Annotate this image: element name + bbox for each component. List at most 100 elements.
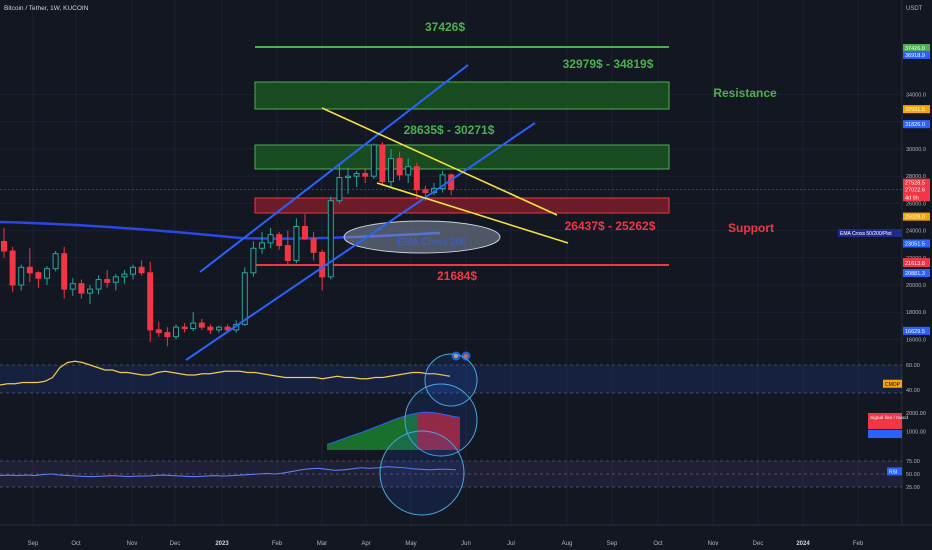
support-zone[interactable] xyxy=(254,197,670,214)
time-axis-label: Oct xyxy=(71,541,81,547)
candle-body xyxy=(345,175,351,179)
resistance-zone-mid[interactable] xyxy=(254,144,670,170)
candle[interactable] xyxy=(87,285,93,305)
candle-body xyxy=(35,272,42,279)
candle[interactable] xyxy=(104,270,111,288)
channel-upper-line[interactable] xyxy=(199,64,469,273)
candle[interactable] xyxy=(95,275,102,295)
candle[interactable] xyxy=(439,170,446,193)
candle[interactable] xyxy=(405,158,412,183)
macd-tick-label: 2000.00 xyxy=(906,411,926,417)
candle[interactable] xyxy=(336,165,343,204)
candle-body xyxy=(310,238,317,253)
candle[interactable] xyxy=(18,264,25,291)
candle[interactable] xyxy=(250,241,257,277)
candle-body xyxy=(327,200,334,278)
macd-tag-macd-bg xyxy=(868,421,902,429)
macd-histogram-bear xyxy=(418,412,460,450)
candle[interactable] xyxy=(147,261,154,343)
candle[interactable] xyxy=(310,231,317,261)
channel-lower-line[interactable] xyxy=(185,122,536,361)
price-tag: 16629.5 xyxy=(903,326,930,335)
candle-body xyxy=(130,266,136,275)
price-tag: 37426.0 xyxy=(903,44,930,53)
candle[interactable] xyxy=(388,149,394,189)
candle[interactable] xyxy=(276,231,283,250)
candle[interactable] xyxy=(112,274,119,291)
ema-cross-text: EMA Cross 200 xyxy=(397,237,467,248)
candle[interactable] xyxy=(69,278,76,296)
candle[interactable] xyxy=(173,324,179,340)
wedge-lower-line[interactable] xyxy=(376,182,569,244)
rsi-tag-text: RSI xyxy=(889,469,897,475)
candle[interactable] xyxy=(198,319,205,330)
candle[interactable] xyxy=(216,325,222,333)
price-tick-label: 30000.0 xyxy=(906,147,926,153)
macd-signal-line[interactable] xyxy=(326,411,461,445)
candle[interactable] xyxy=(284,230,291,266)
cmop-line[interactable] xyxy=(0,360,451,386)
candle[interactable] xyxy=(164,327,171,347)
support-label: Support xyxy=(728,221,774,235)
cmop-tick-label: 40.00 xyxy=(906,388,920,394)
price-tick-label: 18000.0 xyxy=(906,310,926,316)
rsi-pane[interactable]: 75.00 50.00 25.00 RSI xyxy=(0,459,920,491)
price-tick-label: 20000.0 xyxy=(906,283,926,289)
candle[interactable] xyxy=(44,265,50,285)
candle-body xyxy=(293,226,300,262)
rsi-tag-bg xyxy=(887,467,902,476)
candle[interactable] xyxy=(370,143,377,179)
candle-body xyxy=(61,253,68,290)
candle[interactable] xyxy=(224,324,231,332)
candle[interactable] xyxy=(327,196,334,280)
price-tag-bg xyxy=(903,269,930,278)
candle[interactable] xyxy=(35,271,42,288)
candle[interactable] xyxy=(52,251,59,272)
candle[interactable] xyxy=(181,323,188,333)
candle-body xyxy=(181,326,188,330)
candle[interactable] xyxy=(353,170,360,188)
candle[interactable] xyxy=(396,151,403,181)
candle[interactable] xyxy=(241,267,248,326)
candle[interactable] xyxy=(1,227,7,258)
resistance-zone-high[interactable] xyxy=(254,81,670,110)
candle[interactable] xyxy=(302,214,308,241)
candle[interactable] xyxy=(26,248,33,283)
candle[interactable] xyxy=(155,321,162,337)
price-tag: 21613.8 xyxy=(903,259,930,268)
ema-tag-bg xyxy=(838,229,902,237)
candle-body xyxy=(52,253,59,270)
candle-body xyxy=(104,279,111,283)
candle[interactable] xyxy=(78,279,85,299)
rsi-line[interactable] xyxy=(0,466,456,478)
candle-body xyxy=(379,144,386,183)
wedge-upper-line[interactable] xyxy=(321,107,558,216)
candle[interactable] xyxy=(267,227,274,249)
candle[interactable] xyxy=(190,312,197,332)
candle[interactable] xyxy=(379,142,386,186)
candle[interactable] xyxy=(362,168,369,183)
candle[interactable] xyxy=(121,270,128,284)
candle-body xyxy=(405,166,412,176)
price-tag-text: 20881.3 xyxy=(905,271,925,277)
candle[interactable] xyxy=(259,231,265,254)
cmop-pane[interactable]: 60.00 40.00 CMOP xyxy=(0,360,920,394)
candle[interactable] xyxy=(207,324,214,334)
candle[interactable] xyxy=(61,246,68,299)
candle[interactable] xyxy=(9,246,16,292)
price-tick-label: 34000.0 xyxy=(906,93,926,99)
symbol-title: Bitcoin / Tether, 1W, KUCOIN xyxy=(4,5,89,12)
price-tag-text: 32931.5 xyxy=(905,107,925,113)
candle[interactable] xyxy=(130,264,136,280)
price-tag-text: 25028.0 xyxy=(905,215,925,221)
time-axis-label: 2024 xyxy=(796,541,810,547)
time-axis-label: Dec xyxy=(170,541,181,547)
price-tag-bg xyxy=(903,120,930,129)
candle[interactable] xyxy=(138,260,145,276)
candle[interactable] xyxy=(293,218,300,264)
candle[interactable] xyxy=(319,249,326,291)
price-tag: 25028.0 xyxy=(903,212,930,221)
price-tag: 20881.3 xyxy=(903,269,930,278)
